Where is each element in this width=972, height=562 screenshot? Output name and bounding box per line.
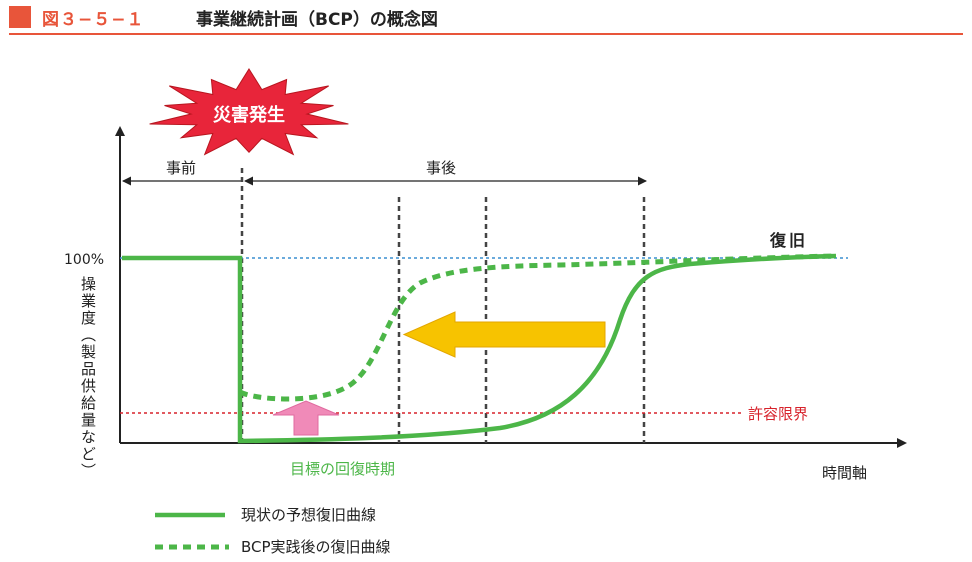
hundred-percent-label: 100% — [64, 252, 104, 268]
yellow-left-arrow-icon — [402, 311, 606, 358]
header-accent-square — [9, 6, 31, 28]
target-recovery-time-label: 目標の回復時期 — [290, 460, 395, 478]
before-label: 事前 — [166, 159, 196, 177]
y-axis-label: 操業度（製品供給量など） — [79, 276, 97, 480]
figure-header: 図３−５−１ 事業継続計画（BCP）の概念図 — [0, 0, 972, 36]
recovery-label: 復旧 — [769, 231, 808, 250]
tolerance-limit-label: 許容限界 — [748, 405, 808, 423]
legend-bcp-label: BCP実践後の復旧曲線 — [241, 538, 391, 556]
pink-up-arrow-icon — [272, 400, 340, 436]
figure-number: 図３−５−１ — [42, 10, 145, 30]
explosion-burst-icon — [149, 68, 349, 156]
x-axis-label: 時間軸 — [822, 464, 867, 482]
current-recovery-curve — [122, 253, 837, 444]
legend-current-label: 現状の予想復旧曲線 — [241, 506, 376, 524]
after-label: 事後 — [426, 159, 456, 177]
bcp-recovery-curve — [238, 253, 837, 402]
figure-title: 事業継続計画（BCP）の概念図 — [196, 10, 438, 30]
disaster-label: 災害発生 — [213, 104, 285, 126]
header-underline — [9, 33, 963, 35]
legend: 現状の予想復旧曲線 BCP実践後の復旧曲線 — [155, 506, 391, 556]
